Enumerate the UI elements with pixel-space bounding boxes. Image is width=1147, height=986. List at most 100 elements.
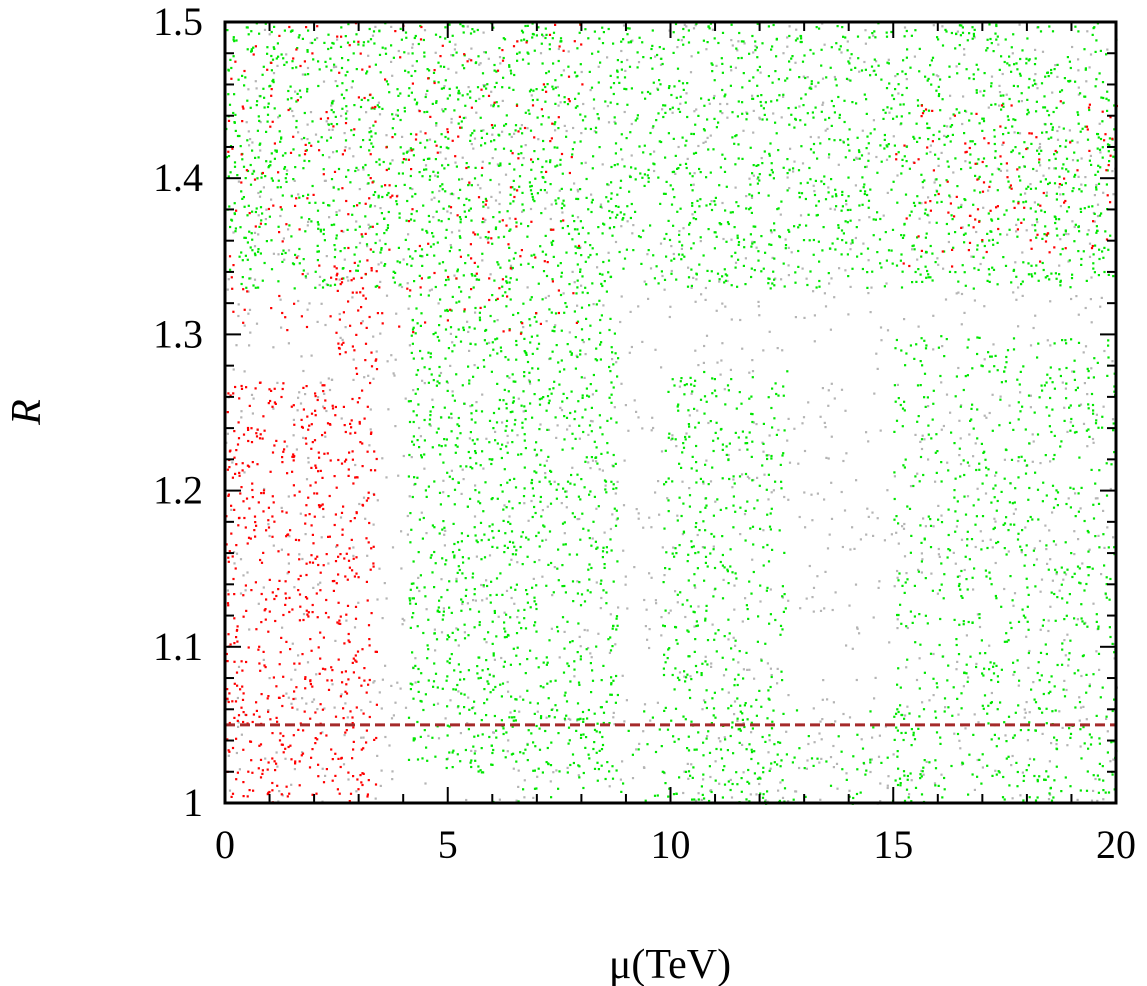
data-point — [493, 69, 496, 72]
data-point — [272, 252, 275, 255]
data-point — [786, 158, 789, 161]
data-point — [579, 717, 582, 720]
data-point — [383, 264, 386, 267]
data-point — [358, 225, 361, 228]
data-point — [513, 188, 516, 191]
data-point — [226, 29, 229, 32]
data-point — [1061, 381, 1064, 384]
data-point — [917, 325, 920, 328]
data-point — [492, 216, 495, 219]
data-point — [413, 280, 416, 283]
data-point — [642, 766, 646, 769]
data-point — [440, 87, 443, 90]
data-point — [404, 31, 408, 34]
data-point — [509, 411, 512, 414]
data-point — [413, 219, 416, 222]
data-point — [737, 40, 740, 43]
data-point — [764, 799, 767, 802]
data-point — [239, 145, 242, 148]
data-point — [1067, 233, 1070, 236]
data-point — [243, 236, 246, 239]
data-point — [575, 292, 578, 295]
data-point — [699, 198, 702, 201]
data-point — [449, 332, 452, 335]
data-point — [416, 369, 420, 372]
data-point — [246, 48, 249, 51]
data-point — [337, 167, 341, 171]
data-point — [828, 533, 831, 536]
data-point — [598, 731, 601, 734]
data-point — [885, 158, 889, 161]
data-point — [609, 216, 612, 220]
data-point — [1102, 798, 1105, 801]
data-point — [1010, 46, 1013, 49]
data-point — [1026, 147, 1029, 150]
data-point — [835, 42, 838, 45]
data-point — [614, 701, 617, 704]
data-point — [669, 305, 672, 308]
data-point — [526, 127, 529, 130]
data-point — [814, 106, 817, 109]
data-point — [268, 85, 271, 88]
data-point — [587, 568, 590, 571]
data-point — [538, 559, 541, 562]
data-point — [593, 495, 596, 498]
data-point — [247, 290, 250, 293]
data-point — [750, 211, 753, 214]
data-point — [411, 495, 414, 499]
data-point — [505, 425, 508, 428]
data-point — [453, 48, 456, 51]
data-point — [938, 93, 941, 96]
data-point — [644, 97, 647, 100]
data-point — [1004, 734, 1007, 737]
data-point — [813, 190, 816, 193]
data-point — [646, 174, 649, 177]
data-point — [290, 195, 293, 198]
data-point — [661, 62, 664, 66]
data-point — [873, 30, 876, 33]
data-point — [304, 393, 307, 396]
data-point — [1005, 93, 1008, 96]
data-point — [296, 47, 299, 50]
data-point — [601, 735, 604, 739]
data-point — [518, 51, 521, 54]
data-point — [228, 789, 232, 792]
data-point — [281, 252, 284, 255]
data-point — [535, 453, 539, 456]
data-point — [662, 192, 666, 195]
data-point — [981, 240, 984, 243]
data-point — [695, 108, 698, 111]
data-point — [801, 267, 804, 270]
data-point — [533, 470, 536, 473]
data-point — [441, 183, 444, 186]
data-point — [609, 86, 613, 89]
data-point — [429, 245, 433, 248]
data-point — [966, 495, 970, 498]
data-point — [803, 449, 807, 453]
data-point — [626, 607, 629, 610]
data-point — [718, 278, 721, 281]
data-point — [1031, 84, 1034, 87]
data-point — [690, 763, 693, 766]
data-point — [450, 309, 453, 312]
data-point — [544, 100, 547, 103]
data-point — [663, 237, 666, 240]
data-point — [410, 264, 413, 267]
data-point — [678, 385, 681, 388]
data-point — [333, 223, 336, 226]
data-point — [954, 562, 957, 565]
data-point — [228, 103, 232, 106]
data-point — [562, 671, 566, 674]
data-point — [794, 61, 797, 64]
data-point — [677, 253, 681, 256]
data-point — [1005, 209, 1008, 212]
data-point — [285, 61, 288, 64]
data-point — [602, 711, 606, 714]
data-point — [1011, 797, 1014, 800]
data-point — [584, 115, 587, 118]
data-point — [737, 57, 740, 60]
data-point — [1051, 579, 1054, 582]
data-point — [694, 349, 697, 352]
data-point — [949, 140, 952, 143]
data-point — [563, 717, 566, 720]
